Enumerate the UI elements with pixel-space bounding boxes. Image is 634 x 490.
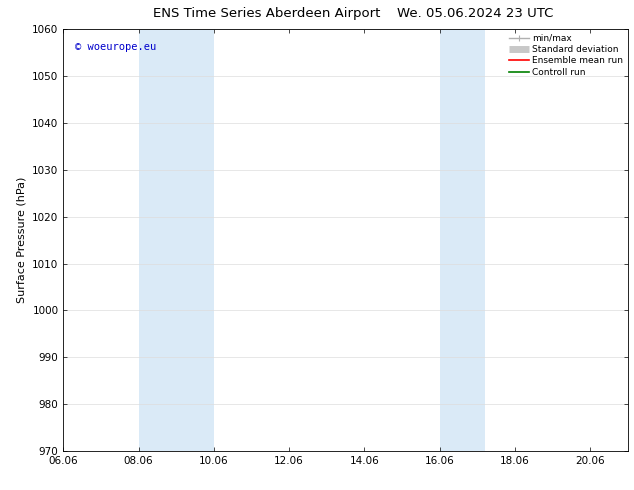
Legend: min/max, Standard deviation, Ensemble mean run, Controll run: min/max, Standard deviation, Ensemble me… — [507, 32, 625, 78]
Text: © woeurope.eu: © woeurope.eu — [75, 42, 156, 52]
Y-axis label: Surface Pressure (hPa): Surface Pressure (hPa) — [16, 177, 27, 303]
Bar — [139, 29, 214, 451]
Bar — [439, 29, 485, 451]
Text: We. 05.06.2024 23 UTC: We. 05.06.2024 23 UTC — [398, 7, 553, 21]
Text: ENS Time Series Aberdeen Airport: ENS Time Series Aberdeen Airport — [153, 7, 380, 21]
